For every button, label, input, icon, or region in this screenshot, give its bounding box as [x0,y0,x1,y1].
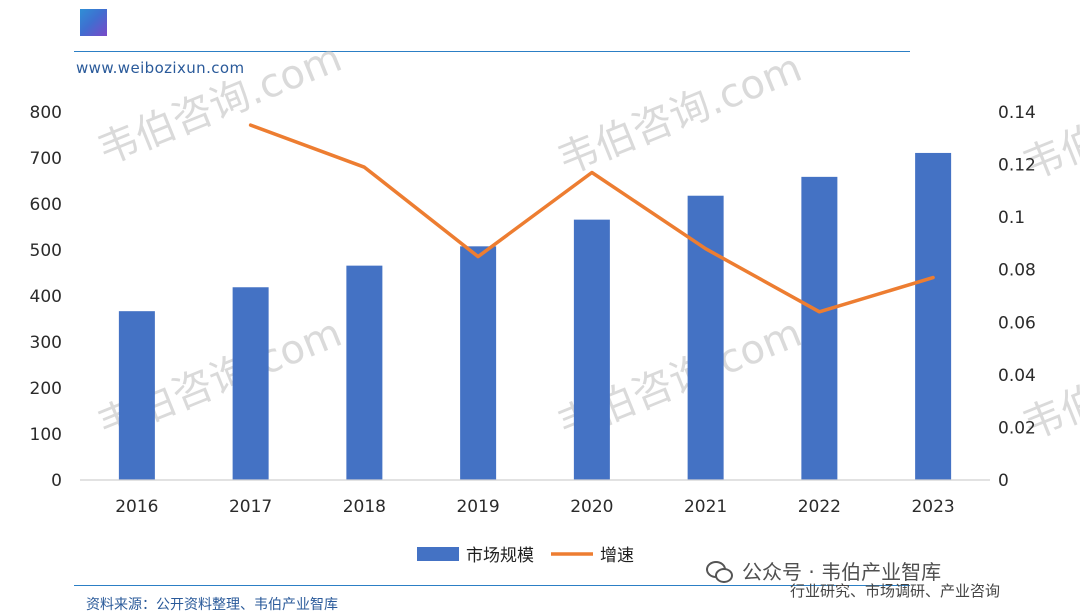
bar [118,311,155,480]
legend-label-line: 增速 [600,546,634,566]
right-tick-label: 0.12 [998,156,1036,176]
source-note: 资料来源：公开资料整理、韦伯产业智库 [86,597,338,613]
bar [687,195,724,480]
wechat-icon [706,559,734,583]
watermark-text: 韦伯咨询.com [92,35,349,174]
x-tick-label: 2023 [911,497,954,517]
x-tick-label: 2019 [456,497,499,517]
wechat-account-label: 公众号 · 韦伯产业智库 [742,560,942,584]
growth-line [248,123,935,314]
bar [915,152,952,480]
left-tick-label: 400 [30,287,62,307]
right-tick-label: 0.14 [998,103,1036,123]
legend-swatch-bar [417,547,459,561]
left-tick-label: 700 [30,149,62,169]
x-tick-label: 2020 [570,497,613,517]
bar-series [118,152,952,481]
x-tick-label: 2022 [798,497,841,517]
line-series [248,123,935,314]
left-axis: 0 100 200 300 400 500 600 700 800 [30,103,62,491]
left-tick-label: 500 [30,241,62,261]
x-tick-label: 2017 [229,497,272,517]
left-tick-label: 200 [30,379,62,399]
wechat-account: 公众号 · 韦伯产业智库 [706,556,941,585]
watermark-text: 韦伯咨询.com [552,45,809,184]
bar [346,265,383,480]
tagline: 行业研究、市场调研、产业咨询 [790,582,1001,600]
right-tick-label: 0.04 [998,366,1036,386]
site-url: www.weibozixun.com [76,59,245,77]
right-tick-label: 0.06 [998,313,1036,333]
left-tick-label: 300 [30,333,62,353]
left-tick-label: 600 [30,195,62,215]
left-tick-label: 800 [30,103,62,123]
bar [801,176,838,481]
header-divider [74,51,910,52]
brand-logo [80,9,107,36]
bar [460,246,497,480]
right-tick-label: 0.02 [998,418,1036,438]
bar [573,219,610,480]
x-tick-label: 2016 [115,497,158,517]
x-tick-label: 2018 [343,497,386,517]
right-tick-label: 0.1 [998,208,1025,228]
right-tick-label: 0.08 [998,261,1036,281]
bar [232,287,269,480]
footer-divider [74,585,910,586]
legend-label-bar: 市场规模 [466,546,534,566]
left-tick-label: 0 [51,471,62,491]
x-axis: 2016 2017 2018 2019 2020 2021 2022 2023 [115,497,955,517]
x-tick-label: 2021 [684,497,727,517]
right-axis: 0 0.02 0.04 0.06 0.08 0.1 0.12 0.14 [998,103,1036,491]
right-tick-label: 0 [998,471,1009,491]
left-tick-label: 100 [30,425,62,445]
legend: 市场规模 增速 [417,546,634,566]
